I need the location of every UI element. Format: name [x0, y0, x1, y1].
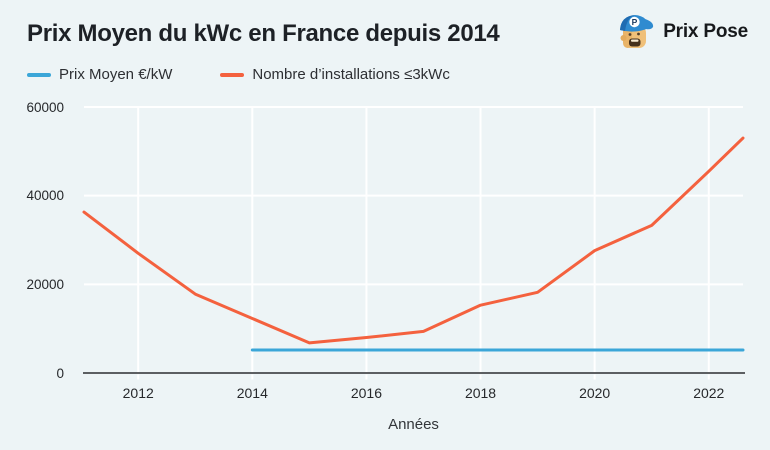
y-tick-label: 40000	[26, 188, 64, 204]
svg-text:P: P	[632, 17, 638, 27]
x-tick-label: 2016	[350, 385, 382, 401]
x-tick-label: 2018	[464, 385, 497, 401]
legend-item-prix-moyen: Prix Moyen €/kW	[27, 66, 172, 83]
legend-label: Nombre d’installations ≤3kWc	[252, 66, 450, 83]
legend-label: Prix Moyen €/kW	[59, 66, 173, 83]
legend-swatch-orange	[220, 72, 245, 77]
y-tick-label: 20000	[26, 276, 64, 292]
x-tick-label: 2020	[579, 385, 611, 401]
chart-legend: Prix Moyen €/kW Nombre d’installations ≤…	[27, 66, 450, 83]
brand-logo: P Prix Pose	[615, 11, 748, 53]
series-line-1	[82, 136, 745, 345]
y-tick-label: 60000	[26, 99, 64, 115]
legend-swatch-blue	[27, 72, 51, 77]
y-tick-label: 0	[56, 365, 64, 381]
x-tick-label: 2022	[693, 385, 725, 401]
x-tick-label: 2014	[236, 385, 268, 401]
brand-name: Prix Pose	[663, 21, 748, 42]
page-title: Prix Moyen du kWc en France depuis 2014	[27, 20, 500, 47]
x-tick-label: 2012	[122, 385, 154, 401]
prix-pose-mascot-icon: P	[620, 15, 654, 48]
legend-item-installations: Nombre d’installations ≤3kWc	[220, 66, 450, 83]
x-axis-title: Années	[388, 416, 439, 433]
